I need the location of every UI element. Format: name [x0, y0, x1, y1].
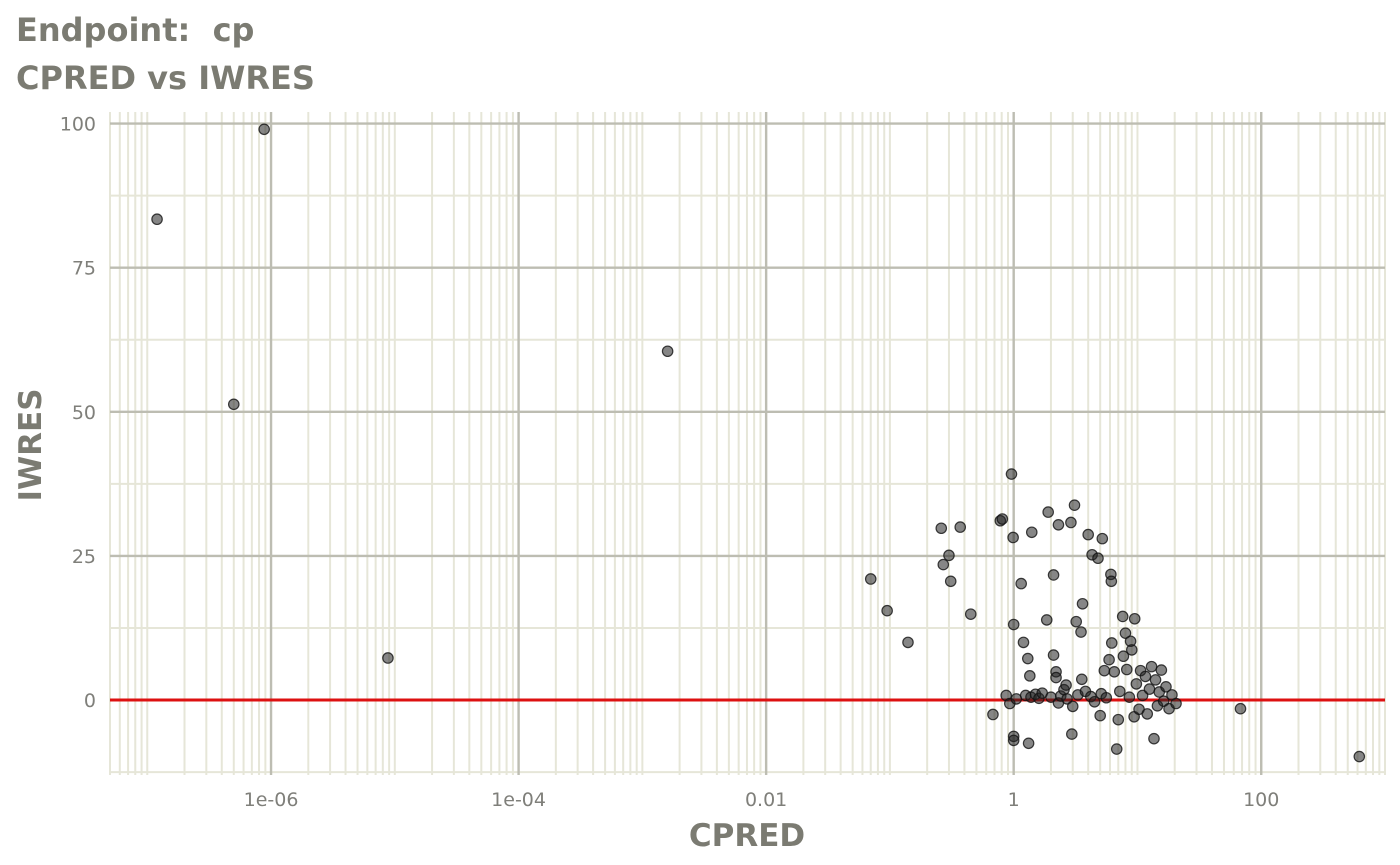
- data-point: [1141, 708, 1154, 720]
- data-point: [1128, 612, 1141, 625]
- data-point: [1050, 671, 1062, 684]
- x-tick-label: 0.01: [745, 789, 787, 811]
- data-point: [1047, 649, 1060, 661]
- data-point: [1117, 650, 1130, 663]
- data-point: [1353, 750, 1366, 763]
- y-tick-label: 100: [60, 114, 96, 136]
- data-point: [1096, 532, 1109, 545]
- data-point: [1234, 702, 1247, 715]
- data-point: [996, 513, 1009, 525]
- x-axis-title: CPRED: [689, 818, 805, 854]
- data-point: [1024, 670, 1036, 682]
- data-point: [1149, 674, 1162, 686]
- minor-grid: [109, 112, 1386, 775]
- data-point: [1108, 666, 1121, 678]
- data-point: [954, 521, 967, 533]
- data-point: [1066, 700, 1079, 713]
- data-point: [864, 573, 877, 585]
- data-point: [1066, 728, 1078, 740]
- data-point: [964, 608, 977, 620]
- data-point: [1070, 615, 1083, 628]
- data-point: [1130, 678, 1143, 690]
- data-point: [1021, 652, 1034, 665]
- data-point: [1120, 663, 1133, 676]
- data-point: [944, 575, 957, 588]
- data-point: [1110, 743, 1123, 755]
- y-tick-label: 75: [72, 258, 96, 280]
- data-point: [1060, 679, 1072, 691]
- data-point: [258, 123, 270, 136]
- data-point: [881, 604, 893, 617]
- data-point: [1007, 734, 1020, 747]
- data-point: [943, 549, 955, 562]
- data-points: [151, 123, 1366, 763]
- data-point: [1015, 577, 1027, 590]
- data-point: [1125, 644, 1138, 656]
- data-point: [987, 708, 999, 721]
- x-tick-label: 1e-06: [244, 789, 299, 811]
- data-point: [1112, 713, 1125, 726]
- y-tick-label: 0: [84, 690, 96, 712]
- data-point: [1082, 528, 1094, 541]
- data-point: [1065, 516, 1077, 529]
- data-point: [1088, 695, 1101, 708]
- data-point: [1094, 709, 1106, 722]
- data-point: [1148, 732, 1160, 745]
- data-point: [1160, 680, 1172, 693]
- data-point: [1103, 653, 1115, 666]
- data-point: [1076, 597, 1089, 610]
- data-point: [1047, 569, 1060, 581]
- data-point: [151, 213, 163, 226]
- data-point: [1075, 626, 1087, 638]
- data-point: [1098, 664, 1111, 677]
- data-point: [661, 345, 674, 358]
- x-tick-label: 1e-04: [491, 789, 546, 811]
- data-point: [1113, 685, 1126, 698]
- data-point: [227, 398, 240, 411]
- data-point: [1017, 636, 1030, 649]
- data-point: [1092, 552, 1104, 565]
- data-point: [1025, 526, 1038, 539]
- data-point: [1005, 468, 1018, 480]
- data-point: [1007, 531, 1019, 544]
- data-point: [1145, 660, 1158, 673]
- data-point: [1022, 737, 1035, 750]
- data-point: [1170, 697, 1182, 710]
- data-point: [1116, 610, 1129, 623]
- y-tick-label: 25: [72, 546, 96, 568]
- data-point: [1119, 627, 1132, 639]
- data-point: [1143, 683, 1156, 695]
- data-point: [1068, 499, 1081, 511]
- data-point: [1123, 691, 1136, 703]
- x-tick-label: 100: [1243, 789, 1279, 811]
- x-axis-ticks: 1e-06 1e-04 0.01 1 100: [244, 789, 1280, 811]
- data-point: [1042, 506, 1054, 518]
- data-point: [1155, 664, 1168, 676]
- data-point: [1007, 618, 1020, 631]
- y-tick-label: 50: [72, 402, 96, 424]
- data-point: [1105, 637, 1118, 649]
- data-point: [382, 652, 394, 664]
- data-point: [935, 522, 948, 535]
- y-axis-ticks: 0 25 50 75 100: [60, 114, 96, 713]
- data-point: [1139, 670, 1152, 683]
- data-point: [1100, 691, 1113, 704]
- x-tick-label: 1: [1008, 789, 1020, 811]
- y-axis-title: IWRES: [13, 388, 49, 501]
- data-point: [1075, 673, 1088, 686]
- chart-subtitle: CPRED vs IWRES: [16, 59, 315, 97]
- data-point: [1052, 518, 1065, 531]
- data-point: [1040, 614, 1053, 626]
- data-point: [937, 558, 950, 571]
- data-point: [902, 636, 914, 649]
- data-point: [1105, 575, 1118, 588]
- chart-title: Endpoint: cp: [16, 11, 255, 49]
